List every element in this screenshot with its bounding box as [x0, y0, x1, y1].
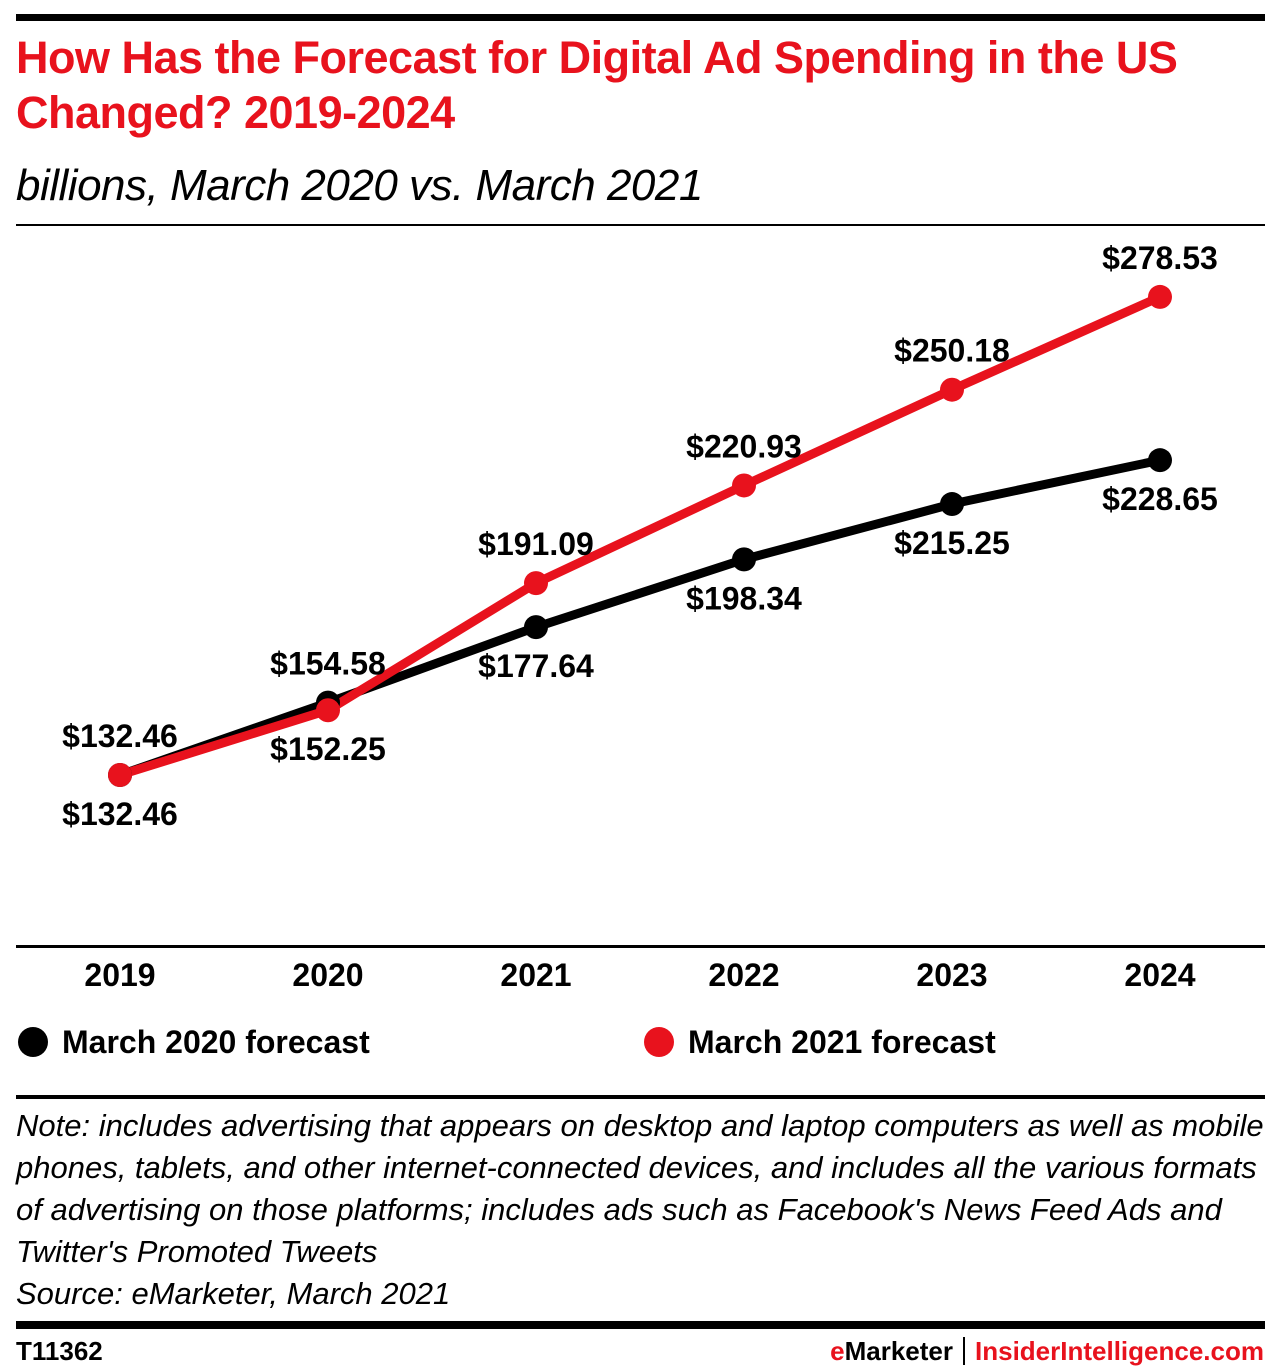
top-rule	[16, 14, 1265, 21]
chart-id: T11362	[16, 1336, 103, 1366]
data-label-march-2021-2024: $278.53	[1102, 240, 1218, 276]
data-label-march-2021-2019: $132.46	[62, 796, 178, 832]
x-tick-label-2024: 2024	[1124, 957, 1196, 993]
x-tick-label-2019: 2019	[84, 957, 156, 993]
brand-footer: e Marketer InsiderIntelligence.com	[830, 1334, 1264, 1368]
series-line-march-2021	[118, 292, 1162, 780]
x-tick-label-2022: 2022	[708, 957, 780, 993]
legend-item-march-2021: March 2021 forecast	[644, 1022, 996, 1062]
data-label-march-2020-2021: $177.64	[478, 648, 594, 684]
note-rule	[16, 1095, 1265, 1099]
data-label-march-2021-2021: $191.09	[478, 526, 594, 562]
series-line-march-2020	[118, 455, 1161, 780]
data-label-march-2021-2023: $250.18	[894, 333, 1010, 369]
data-label-march-2021-2022: $220.93	[686, 428, 802, 464]
subtitle-rule	[16, 224, 1265, 226]
x-tick-label-2023: 2023	[916, 957, 988, 993]
data-point-march-2021-2019	[108, 763, 132, 787]
data-point-march-2020-2021	[524, 615, 548, 640]
data-point-march-2021-2024	[1148, 284, 1172, 309]
x-tick-label-2020: 2020	[292, 957, 364, 993]
legend-marker-icon	[644, 1027, 674, 1057]
legend-label: March 2021 forecast	[688, 1024, 996, 1060]
chart-source: Source: eMarketer, March 2021	[16, 1276, 451, 1311]
brand-separator	[963, 1337, 966, 1365]
x-tick-label-2021: 2021	[500, 957, 572, 993]
data-label-march-2020-2024: $228.65	[1102, 481, 1218, 517]
data-label-march-2020-2019: $132.46	[62, 718, 178, 754]
data-label-march-2020-2022: $198.34	[686, 580, 802, 616]
data-point-march-2020-2022	[732, 547, 756, 572]
bottom-rule	[16, 1321, 1265, 1329]
data-label-march-2020-2023: $215.25	[894, 525, 1010, 561]
brand-emarketer: Marketer	[844, 1336, 954, 1366]
chart-note: Note: includes advertising that appears …	[16, 1108, 1264, 1269]
brand-emarketer-e: e	[830, 1336, 845, 1366]
data-label-march-2021-2020: $152.25	[270, 731, 386, 767]
data-point-march-2021-2020	[316, 698, 340, 723]
brand-insider-intelligence: InsiderIntelligence.com	[975, 1336, 1264, 1366]
x-axis-line	[16, 945, 1265, 948]
legend-marker-icon	[18, 1027, 48, 1057]
chart-subtitle: billions, March 2020 vs. March 2021	[16, 161, 703, 210]
data-label-march-2020-2020: $154.58	[270, 646, 386, 682]
data-point-march-2021-2022	[732, 473, 756, 498]
legend-item-march-2020: March 2020 forecast	[18, 1022, 370, 1062]
data-point-march-2021-2021	[524, 571, 548, 596]
data-point-march-2020-2024	[1148, 448, 1172, 473]
chart-title: How Has the Forecast for Digital Ad Spen…	[16, 32, 1178, 138]
data-point-march-2021-2023	[940, 377, 964, 402]
data-point-march-2020-2023	[940, 492, 964, 517]
legend-label: March 2020 forecast	[62, 1024, 370, 1060]
